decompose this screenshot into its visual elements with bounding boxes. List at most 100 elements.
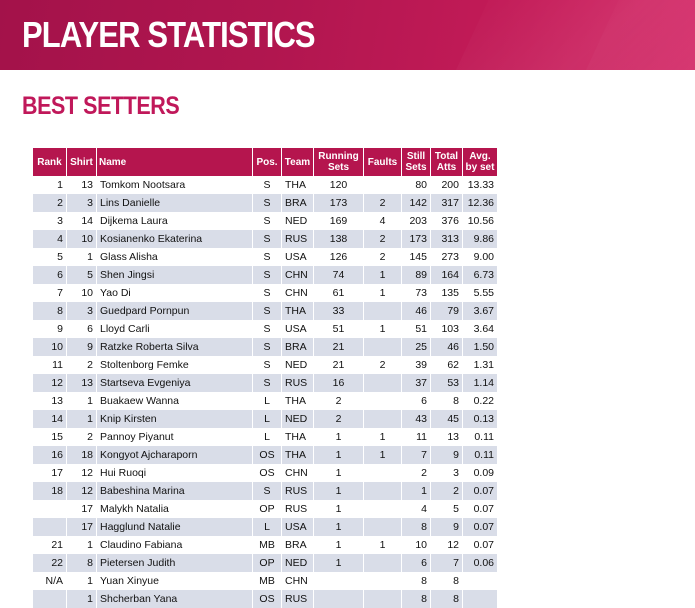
total-attempts-cell: 8 [431, 392, 463, 410]
running-sets-cell: 74 [314, 266, 364, 284]
shirt-cell: 1 [67, 392, 97, 410]
table-row: 18 12 Babeshina Marina S RUS 1 1 2 0.07 [33, 482, 498, 500]
column-header-faults[interactable]: Faults [364, 148, 402, 176]
shirt-cell: 12 [67, 464, 97, 482]
position-cell: S [253, 284, 282, 302]
name-cell: Dijkema Laura [97, 212, 253, 230]
total-attempts-cell: 135 [431, 284, 463, 302]
total-attempts-cell: 273 [431, 248, 463, 266]
name-cell: Ratzke Roberta Silva [97, 338, 253, 356]
team-cell: RUS [282, 230, 314, 248]
team-cell: RUS [282, 590, 314, 608]
running-sets-cell: 33 [314, 302, 364, 320]
column-header-total-attempts[interactable]: Total Atts [431, 148, 463, 176]
shirt-cell: 1 [67, 410, 97, 428]
rank-cell: 12 [33, 374, 67, 392]
column-header-rank[interactable]: Rank [33, 148, 67, 176]
name-cell: Glass Alisha [97, 248, 253, 266]
column-header-position[interactable]: Pos. [253, 148, 282, 176]
average-cell: 0.11 [463, 446, 498, 464]
setters-table: Rank Shirt Name Pos. Team Running Sets F… [33, 148, 498, 608]
team-cell: THA [282, 446, 314, 464]
still-sets-cell: 80 [402, 176, 431, 194]
faults-cell [364, 518, 402, 536]
average-cell: 0.11 [463, 428, 498, 446]
total-attempts-cell: 376 [431, 212, 463, 230]
team-cell: USA [282, 518, 314, 536]
rank-cell: 22 [33, 554, 67, 572]
average-cell: 0.07 [463, 500, 498, 518]
running-sets-cell: 1 [314, 446, 364, 464]
average-cell: 0.07 [463, 482, 498, 500]
total-attempts-cell: 7 [431, 554, 463, 572]
running-sets-cell: 51 [314, 320, 364, 338]
table-row: 3 14 Dijkema Laura S NED 169 4 203 376 10.56 [33, 212, 498, 230]
still-sets-cell: 10 [402, 536, 431, 554]
average-cell [463, 590, 498, 608]
table-row: 4 10 Kosianenko Ekaterina S RUS 138 2 173 313 9.8… [33, 230, 498, 248]
column-header-team[interactable]: Team [282, 148, 314, 176]
faults-cell [364, 572, 402, 590]
position-cell: S [253, 230, 282, 248]
shirt-cell: 8 [67, 554, 97, 572]
average-cell: 0.09 [463, 464, 498, 482]
rank-cell: 14 [33, 410, 67, 428]
table-row: 21 1 Claudino Fabiana MB BRA 1 1 10 12 0.07 [33, 536, 498, 554]
total-attempts-cell: 5 [431, 500, 463, 518]
still-sets-cell: 4 [402, 500, 431, 518]
running-sets-cell: 1 [314, 464, 364, 482]
rank-cell: 9 [33, 320, 67, 338]
average-cell: 0.22 [463, 392, 498, 410]
name-cell: Yuan Xinyue [97, 572, 253, 590]
running-sets-cell: 120 [314, 176, 364, 194]
faults-cell: 1 [364, 536, 402, 554]
name-cell: Tomkom Nootsara [97, 176, 253, 194]
average-cell: 0.06 [463, 554, 498, 572]
team-cell: BRA [282, 194, 314, 212]
faults-cell [364, 554, 402, 572]
total-attempts-cell: 9 [431, 446, 463, 464]
average-cell: 1.31 [463, 356, 498, 374]
still-sets-cell: 142 [402, 194, 431, 212]
team-cell: NED [282, 410, 314, 428]
total-attempts-cell: 8 [431, 572, 463, 590]
total-attempts-cell: 79 [431, 302, 463, 320]
position-cell: MB [253, 572, 282, 590]
table-row: 22 8 Pietersen Judith OP NED 1 6 7 0.06 [33, 554, 498, 572]
position-cell: S [253, 482, 282, 500]
faults-cell [364, 302, 402, 320]
still-sets-cell: 89 [402, 266, 431, 284]
running-sets-cell: 138 [314, 230, 364, 248]
faults-cell [364, 392, 402, 410]
table-row: 17 Malykh Natalia OP RUS 1 4 5 0.07 [33, 500, 498, 518]
still-sets-cell: 1 [402, 482, 431, 500]
position-cell: L [253, 518, 282, 536]
rank-cell [33, 518, 67, 536]
average-cell: 0.13 [463, 410, 498, 428]
column-header-running-sets[interactable]: Running Sets [314, 148, 364, 176]
still-sets-cell: 2 [402, 464, 431, 482]
average-cell [463, 572, 498, 590]
faults-cell: 1 [364, 266, 402, 284]
total-attempts-cell: 2 [431, 482, 463, 500]
still-sets-cell: 37 [402, 374, 431, 392]
rank-cell: 2 [33, 194, 67, 212]
running-sets-cell: 61 [314, 284, 364, 302]
faults-cell [364, 464, 402, 482]
rank-cell: 13 [33, 392, 67, 410]
running-sets-cell: 1 [314, 428, 364, 446]
table-row: 9 6 Lloyd Carli S USA 51 1 51 103 3.64 [33, 320, 498, 338]
shirt-cell: 12 [67, 482, 97, 500]
column-header-still-sets[interactable]: Still Sets [402, 148, 431, 176]
column-header-shirt[interactable]: Shirt [67, 148, 97, 176]
column-header-average[interactable]: Avg. by set [463, 148, 498, 176]
column-header-name[interactable]: Name [97, 148, 253, 176]
table-header-row: Rank Shirt Name Pos. Team Running Sets F… [33, 148, 498, 176]
name-cell: Guedpard Pornpun [97, 302, 253, 320]
total-attempts-cell: 53 [431, 374, 463, 392]
shirt-cell: 9 [67, 338, 97, 356]
position-cell: S [253, 266, 282, 284]
average-cell: 0.07 [463, 518, 498, 536]
still-sets-cell: 6 [402, 392, 431, 410]
total-attempts-cell: 103 [431, 320, 463, 338]
